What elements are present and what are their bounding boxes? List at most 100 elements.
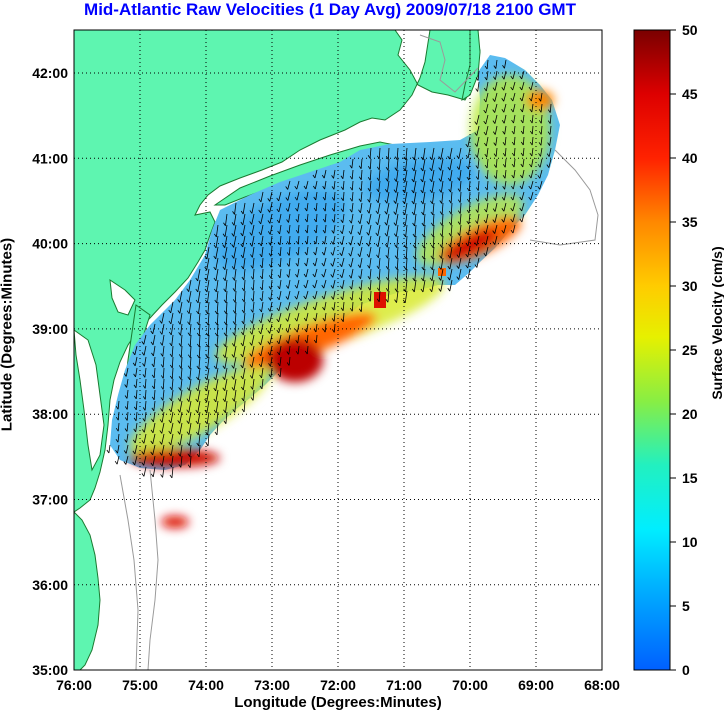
map-title: Mid-Atlantic Raw Velocities (1 Day Avg) … bbox=[84, 0, 576, 19]
velocity-arrow-head bbox=[286, 241, 290, 245]
velocity-arrow bbox=[414, 268, 417, 282]
velocity-arrow-head bbox=[456, 243, 460, 247]
x-tick-label: 71:00 bbox=[386, 677, 422, 693]
velocity-arrow-head bbox=[474, 143, 478, 147]
velocity-arrow-head bbox=[249, 375, 253, 379]
velocity-arrow bbox=[477, 180, 480, 191]
velocity-arrow bbox=[225, 323, 228, 336]
velocity-arrow bbox=[459, 202, 462, 214]
velocity-arrow bbox=[369, 147, 372, 159]
velocity-arrow bbox=[224, 389, 228, 402]
velocity-arrow bbox=[234, 202, 237, 215]
velocity-arrow bbox=[234, 279, 237, 292]
velocity-arrow-head bbox=[142, 407, 146, 411]
velocity-arrow bbox=[341, 268, 345, 278]
velocity-arrow bbox=[531, 125, 534, 135]
velocity-arrow bbox=[467, 246, 471, 258]
velocity-arrow bbox=[134, 345, 138, 355]
velocity-arrow-head bbox=[214, 354, 217, 359]
velocity-arrow bbox=[162, 345, 165, 357]
velocity-arrow-head bbox=[168, 441, 172, 446]
velocity-arrow-head bbox=[168, 408, 172, 413]
velocity-arrow bbox=[494, 213, 498, 223]
velocity-arrow-head bbox=[520, 130, 524, 135]
velocity-arrow bbox=[162, 400, 165, 412]
velocity-arrow-head bbox=[439, 255, 442, 259]
velocity-arrow-head bbox=[438, 288, 442, 292]
velocity-arrow bbox=[143, 455, 147, 466]
velocity-arrow-head bbox=[448, 221, 452, 226]
velocity-arrow-head bbox=[150, 451, 154, 456]
velocity-arrow-head bbox=[538, 142, 542, 146]
velocity-arrow bbox=[152, 422, 156, 433]
velocity-arrow-head bbox=[177, 310, 181, 314]
velocity-arrow bbox=[188, 389, 192, 402]
velocity-arrow bbox=[396, 147, 399, 160]
velocity-arrow-head bbox=[277, 252, 281, 257]
velocity-arrow-head bbox=[267, 209, 271, 213]
velocity-arrow-head bbox=[394, 178, 397, 182]
velocity-arrow-head bbox=[249, 331, 253, 335]
velocity-arrow bbox=[387, 290, 390, 303]
velocity-arrow-head bbox=[196, 321, 200, 326]
velocity-arrow-head bbox=[466, 176, 470, 181]
velocity-arrow bbox=[387, 268, 390, 281]
velocity-arrow bbox=[215, 235, 219, 249]
velocity-arrow bbox=[251, 213, 255, 225]
velocity-arrow-head bbox=[502, 175, 506, 179]
velocity-arrow bbox=[350, 268, 354, 279]
velocity-arrow-head bbox=[276, 329, 280, 334]
velocity-arrow-head bbox=[330, 252, 334, 256]
velocity-arrow bbox=[504, 147, 507, 157]
velocity-arrow-head bbox=[222, 233, 226, 237]
velocity-arrow-head bbox=[187, 464, 191, 468]
velocity-arrow-head bbox=[493, 65, 497, 69]
velocity-arrow-head bbox=[214, 431, 218, 436]
velocity-arrow-head bbox=[196, 453, 200, 458]
velocity-arrow-head bbox=[483, 230, 487, 235]
velocity-arrow-head bbox=[465, 264, 469, 269]
velocity-arrow bbox=[216, 290, 219, 303]
velocity-arrow bbox=[521, 202, 525, 212]
velocity-arrow bbox=[476, 125, 480, 136]
velocity-arrow bbox=[360, 279, 363, 290]
velocity-arrow-head bbox=[349, 175, 353, 180]
velocity-arrow bbox=[171, 367, 174, 379]
velocity-arrow-head bbox=[385, 299, 389, 303]
velocity-arrow bbox=[126, 433, 129, 443]
velocity-arrow bbox=[333, 202, 336, 212]
velocity-arrow bbox=[548, 147, 552, 157]
velocity-arrow bbox=[386, 202, 390, 215]
velocity-arrow bbox=[333, 224, 336, 234]
velocity-arrow bbox=[306, 334, 309, 344]
velocity-arrow bbox=[431, 180, 435, 193]
velocity-arrow-head bbox=[412, 156, 415, 161]
velocity-arrow-head bbox=[222, 398, 226, 402]
velocity-arrow-head bbox=[502, 153, 506, 157]
velocity-arrow bbox=[423, 224, 426, 237]
velocity-arrow bbox=[314, 257, 318, 267]
velocity-arrow bbox=[234, 400, 237, 413]
velocity-arrow-head bbox=[177, 420, 181, 424]
velocity-arrow bbox=[233, 378, 237, 391]
velocity-arrow bbox=[477, 147, 480, 158]
velocity-arrow-head bbox=[231, 266, 235, 270]
velocity-arrow-head bbox=[259, 253, 263, 258]
velocity-arrow bbox=[152, 466, 156, 477]
velocity-arrow-head bbox=[276, 307, 280, 312]
velocity-arrow bbox=[251, 235, 255, 247]
velocity-arrow-head bbox=[213, 409, 217, 414]
velocity-arrow bbox=[305, 290, 309, 300]
y-tick-label: 38:00 bbox=[32, 406, 68, 422]
velocity-arrow bbox=[450, 224, 453, 237]
velocity-arrow bbox=[296, 279, 300, 289]
velocity-arrow bbox=[143, 444, 147, 455]
velocity-arrow-head bbox=[169, 375, 173, 380]
velocity-arrow bbox=[117, 422, 120, 432]
y-tick-label: 37:00 bbox=[32, 492, 68, 508]
velocity-arrow bbox=[458, 257, 462, 269]
velocity-arrow bbox=[549, 114, 552, 124]
velocity-arrow-head bbox=[430, 233, 434, 238]
velocity-arrow bbox=[467, 147, 471, 159]
velocity-arrow-head bbox=[241, 397, 245, 402]
